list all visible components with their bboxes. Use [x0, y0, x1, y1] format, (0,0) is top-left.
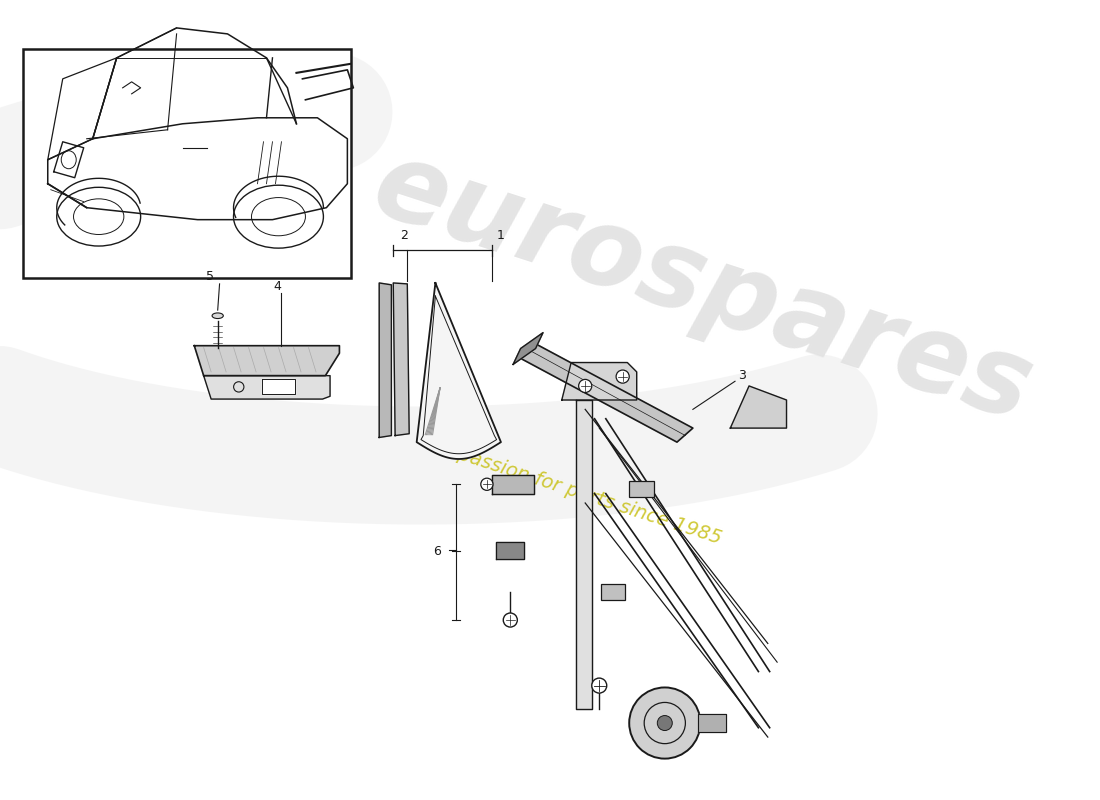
- Circle shape: [481, 478, 493, 490]
- Text: 3: 3: [738, 370, 746, 382]
- Polygon shape: [417, 283, 500, 459]
- Polygon shape: [379, 283, 392, 438]
- Polygon shape: [575, 400, 592, 709]
- Circle shape: [658, 715, 672, 730]
- Text: 2: 2: [399, 229, 408, 242]
- Polygon shape: [519, 344, 693, 442]
- Text: 6: 6: [433, 546, 441, 558]
- Text: eurospares: eurospares: [360, 131, 1045, 444]
- Polygon shape: [730, 386, 786, 428]
- Polygon shape: [262, 379, 295, 394]
- FancyBboxPatch shape: [601, 583, 626, 600]
- Polygon shape: [204, 376, 330, 399]
- Circle shape: [592, 678, 607, 693]
- Text: a passion for parts since 1985: a passion for parts since 1985: [438, 439, 724, 548]
- Text: 5: 5: [207, 270, 215, 283]
- Polygon shape: [195, 346, 340, 376]
- Circle shape: [629, 687, 701, 758]
- Circle shape: [579, 379, 592, 393]
- Text: 4: 4: [274, 279, 282, 293]
- Circle shape: [616, 370, 629, 383]
- Polygon shape: [513, 333, 543, 365]
- Polygon shape: [697, 714, 726, 732]
- Polygon shape: [394, 283, 409, 435]
- Polygon shape: [496, 542, 525, 559]
- Polygon shape: [492, 475, 534, 494]
- Text: 1: 1: [496, 229, 504, 242]
- Polygon shape: [562, 362, 637, 400]
- Circle shape: [504, 613, 517, 627]
- Ellipse shape: [212, 313, 223, 318]
- Bar: [23, 49, 351, 278]
- FancyBboxPatch shape: [629, 481, 653, 498]
